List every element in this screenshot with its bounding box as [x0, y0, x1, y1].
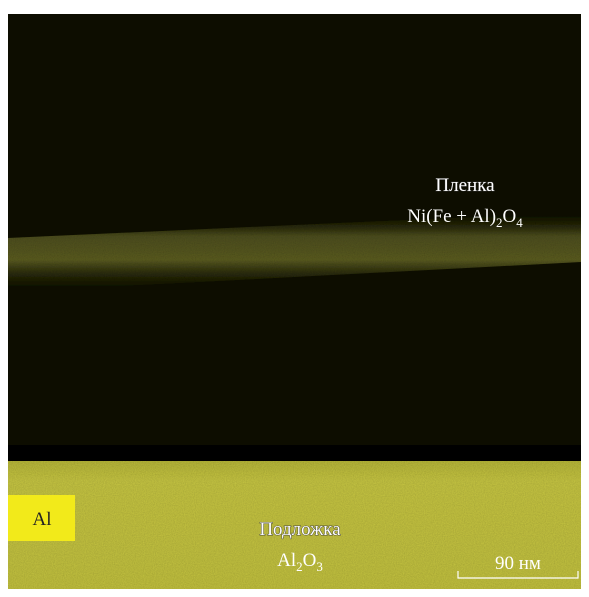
formula-text: Ni(Fe + Al)	[407, 206, 496, 227]
element-label: Al	[33, 509, 52, 530]
micrograph: Пленка Ni(Fe + Al)2O4 Al Подложка Al2O3 …	[0, 0, 589, 597]
page: Пленка Ni(Fe + Al)2O4 Al Подложка Al2O3 …	[0, 0, 589, 597]
formula-text: O	[303, 550, 317, 571]
formula-text: O	[503, 206, 517, 227]
formula-text: Al	[277, 550, 296, 571]
scale-label: 90 нм	[495, 553, 541, 574]
film-formula: Ni(Fe + Al)2O4	[407, 206, 523, 230]
subscript: 4	[516, 215, 523, 230]
image-area	[8, 14, 581, 589]
film-title: Пленка	[435, 175, 495, 196]
subscript: 3	[316, 559, 323, 574]
substrate-title: Подложка	[259, 519, 341, 540]
